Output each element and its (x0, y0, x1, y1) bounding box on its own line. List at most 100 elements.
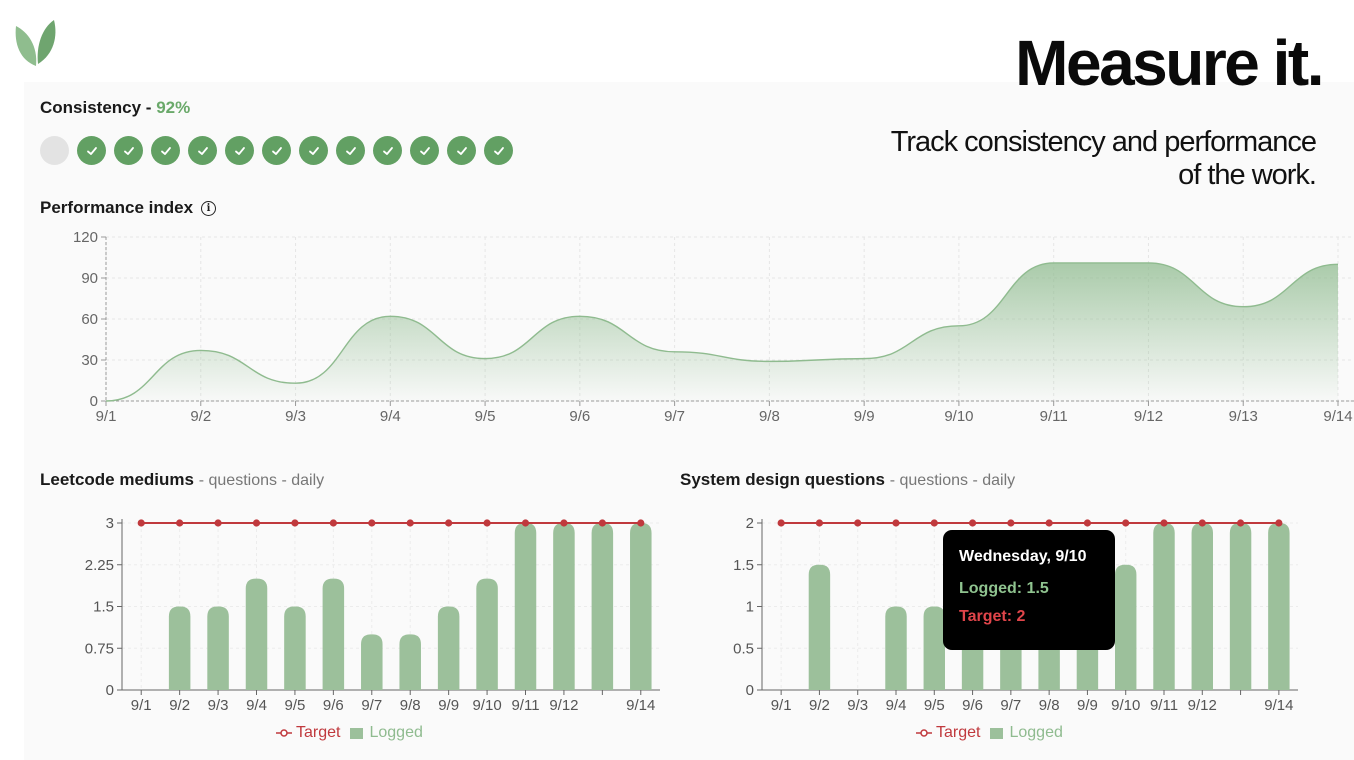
info-icon[interactable]: i (201, 200, 217, 216)
system-design-legend: Target Logged (916, 724, 1063, 742)
x-tick-label: 9/6 (569, 408, 590, 425)
legend-target-label[interactable]: Target (936, 724, 981, 741)
target-point (252, 519, 261, 527)
target-point (930, 519, 938, 527)
day-complete-dot (336, 136, 365, 165)
target-point (1083, 519, 1092, 527)
tagline-line-2: of the work. (1178, 159, 1317, 191)
target-point (137, 519, 145, 527)
logged-bar (591, 523, 614, 690)
check-icon (493, 146, 504, 155)
target-point (892, 519, 900, 527)
day-complete-dot (447, 136, 476, 165)
logged-bar (1114, 564, 1137, 690)
x-tick-label: 9/3 (208, 697, 229, 714)
target-point (1122, 519, 1130, 527)
x-tick-label: 9/1 (96, 408, 117, 425)
leetcode-subtitle: - questions - daily (198, 472, 325, 489)
y-tick-label: 1 (746, 599, 754, 616)
leetcode-title: Leetcode mediums - questions - daily (40, 470, 324, 490)
logged-bar (245, 578, 268, 690)
performance-title-label: Performance index (40, 198, 194, 217)
logged-bar (630, 523, 652, 690)
logged-bar (1229, 523, 1252, 690)
target-point (777, 519, 785, 527)
x-tick-label: 9/4 (886, 697, 907, 714)
performance-area-fill (106, 262, 1338, 401)
tagline: Track consistency and performance of the… (796, 126, 1317, 192)
day-complete-dot (262, 136, 291, 165)
x-tick-label: 9/5 (924, 697, 945, 714)
x-tick-label: 9/4 (380, 408, 401, 425)
day-complete-dot (188, 136, 217, 165)
x-tick-label: 9/12 (1134, 408, 1163, 425)
performance-line (105, 262, 1339, 402)
leaf-logo-icon (15, 20, 56, 66)
logged-bar (437, 606, 460, 690)
x-tick-label: 9/6 (962, 697, 983, 714)
y-tick-label: 60 (81, 311, 98, 328)
y-tick-label: 30 (81, 352, 98, 369)
target-point (637, 519, 645, 527)
day-complete-dot (373, 136, 402, 165)
performance-title: Performance index i (40, 198, 217, 218)
check-icon (86, 146, 97, 155)
y-tick-label: 120 (73, 229, 98, 246)
system-design-title: System design questions - questions - da… (680, 470, 1015, 490)
x-tick-label: 9/11 (1150, 697, 1178, 714)
x-tick-label: 9/1 (131, 697, 152, 714)
y-tick-label: 0 (90, 393, 98, 410)
x-tick-label: 9/10 (944, 408, 973, 425)
x-tick-label: 9/7 (1000, 697, 1021, 714)
logged-bar (476, 578, 498, 690)
logged-legend-icon (990, 727, 1004, 739)
y-tick-label: 0.75 (85, 640, 114, 657)
tooltip-day: Wednesday, 9/10 (959, 548, 1087, 565)
x-tick-label: 9/7 (664, 408, 685, 425)
tooltip-logged: Logged: 1.5 (959, 580, 1049, 597)
x-tick-label: 9/5 (475, 408, 496, 425)
check-icon (382, 146, 393, 155)
x-tick-label: 9/3 (847, 697, 868, 714)
logged-bar (1153, 523, 1175, 690)
headline: Measure it. (1015, 27, 1324, 99)
target-point (560, 519, 568, 527)
logged-bar (553, 523, 575, 690)
logged-bar (1191, 523, 1214, 690)
target-point (1160, 519, 1168, 527)
leetcode-title-label: Leetcode mediums (40, 470, 194, 489)
y-tick-label: 3 (106, 515, 114, 532)
target-point (176, 519, 184, 527)
legend-logged-label[interactable]: Logged (369, 724, 423, 741)
check-icon (160, 146, 171, 155)
target-point (406, 519, 414, 527)
x-tick-label: 9/14 (626, 697, 655, 714)
check-icon (197, 146, 208, 155)
consistency-day-dots (40, 136, 513, 165)
logged-bar (1268, 523, 1290, 690)
target-point (214, 519, 222, 527)
x-tick-label: 9/8 (1039, 697, 1060, 714)
target-point (1007, 519, 1015, 527)
logged-bar (168, 606, 191, 690)
target-point (329, 519, 337, 527)
x-tick-label: 9/10 (472, 697, 501, 714)
x-tick-label: 9/14 (1323, 408, 1352, 425)
target-point (368, 519, 376, 527)
consistency-title: Consistency - 92% (40, 98, 190, 118)
y-tick-label: 90 (81, 270, 98, 287)
day-missed-dot (40, 136, 69, 165)
day-complete-dot (299, 136, 328, 165)
target-point (1236, 519, 1245, 527)
legend-target-label[interactable]: Target (296, 724, 341, 741)
logged-bar (399, 634, 421, 690)
x-tick-label: 9/1 (771, 697, 792, 714)
logged-bar (808, 564, 831, 690)
chart-tooltip: Wednesday, 9/10 Logged: 1.5 Target: 2 (943, 530, 1115, 650)
logged-bar (322, 578, 345, 690)
target-point (291, 519, 299, 527)
x-tick-label: 9/11 (1040, 408, 1068, 425)
legend-logged-label[interactable]: Logged (1009, 724, 1063, 741)
y-tick-label: 2.25 (85, 557, 114, 574)
